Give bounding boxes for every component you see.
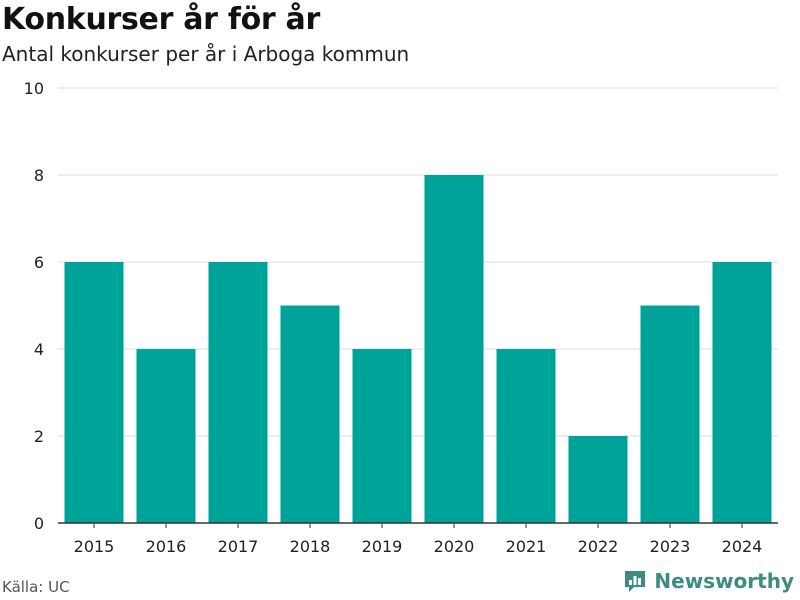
tick-labels: 0 2 4 6 8 10 2015 2016 2017 2018 2019 2020 2021 2022 2… (24, 79, 763, 556)
axes (58, 522, 778, 528)
x-tick-label: 2021 (506, 537, 547, 556)
bars (64, 175, 772, 523)
y-tick-label: 10 (24, 79, 44, 98)
x-tick-label: 2016 (146, 537, 187, 556)
y-tick-label: 0 (34, 514, 44, 533)
x-tick-label: 2019 (362, 537, 403, 556)
x-tick-label: 2023 (650, 537, 691, 556)
bar-2017 (208, 262, 268, 523)
y-tick-label: 4 (34, 340, 44, 359)
bar-2019 (352, 349, 412, 523)
bar-2022 (568, 436, 628, 523)
bar-2018 (280, 305, 340, 523)
brand-logo: Newsworthy (622, 568, 794, 594)
bar-2020 (424, 175, 484, 523)
y-tick-label: 8 (34, 166, 44, 185)
x-tick-label: 2018 (290, 537, 331, 556)
x-tick-label: 2020 (434, 537, 475, 556)
x-tick-label: 2017 (218, 537, 259, 556)
y-tick-label: 6 (34, 253, 44, 272)
chart-title: Konkurser år för år (2, 2, 320, 37)
x-tick-label: 2015 (74, 537, 115, 556)
bar-2024 (712, 262, 772, 523)
x-tick-label: 2022 (578, 537, 619, 556)
bar-2021 (496, 349, 556, 523)
source-note: Källa: UC (2, 578, 70, 596)
bar-2016 (136, 349, 196, 523)
newsworthy-logo-icon (625, 571, 646, 592)
bar-2015 (64, 262, 124, 523)
bar-2023 (640, 305, 700, 523)
chart-subtitle: Antal konkurser per år i Arboga kommun (2, 42, 410, 66)
x-tick-label: 2024 (722, 537, 763, 556)
brand-name: Newsworthy (654, 569, 794, 593)
y-tick-label: 2 (34, 427, 44, 446)
